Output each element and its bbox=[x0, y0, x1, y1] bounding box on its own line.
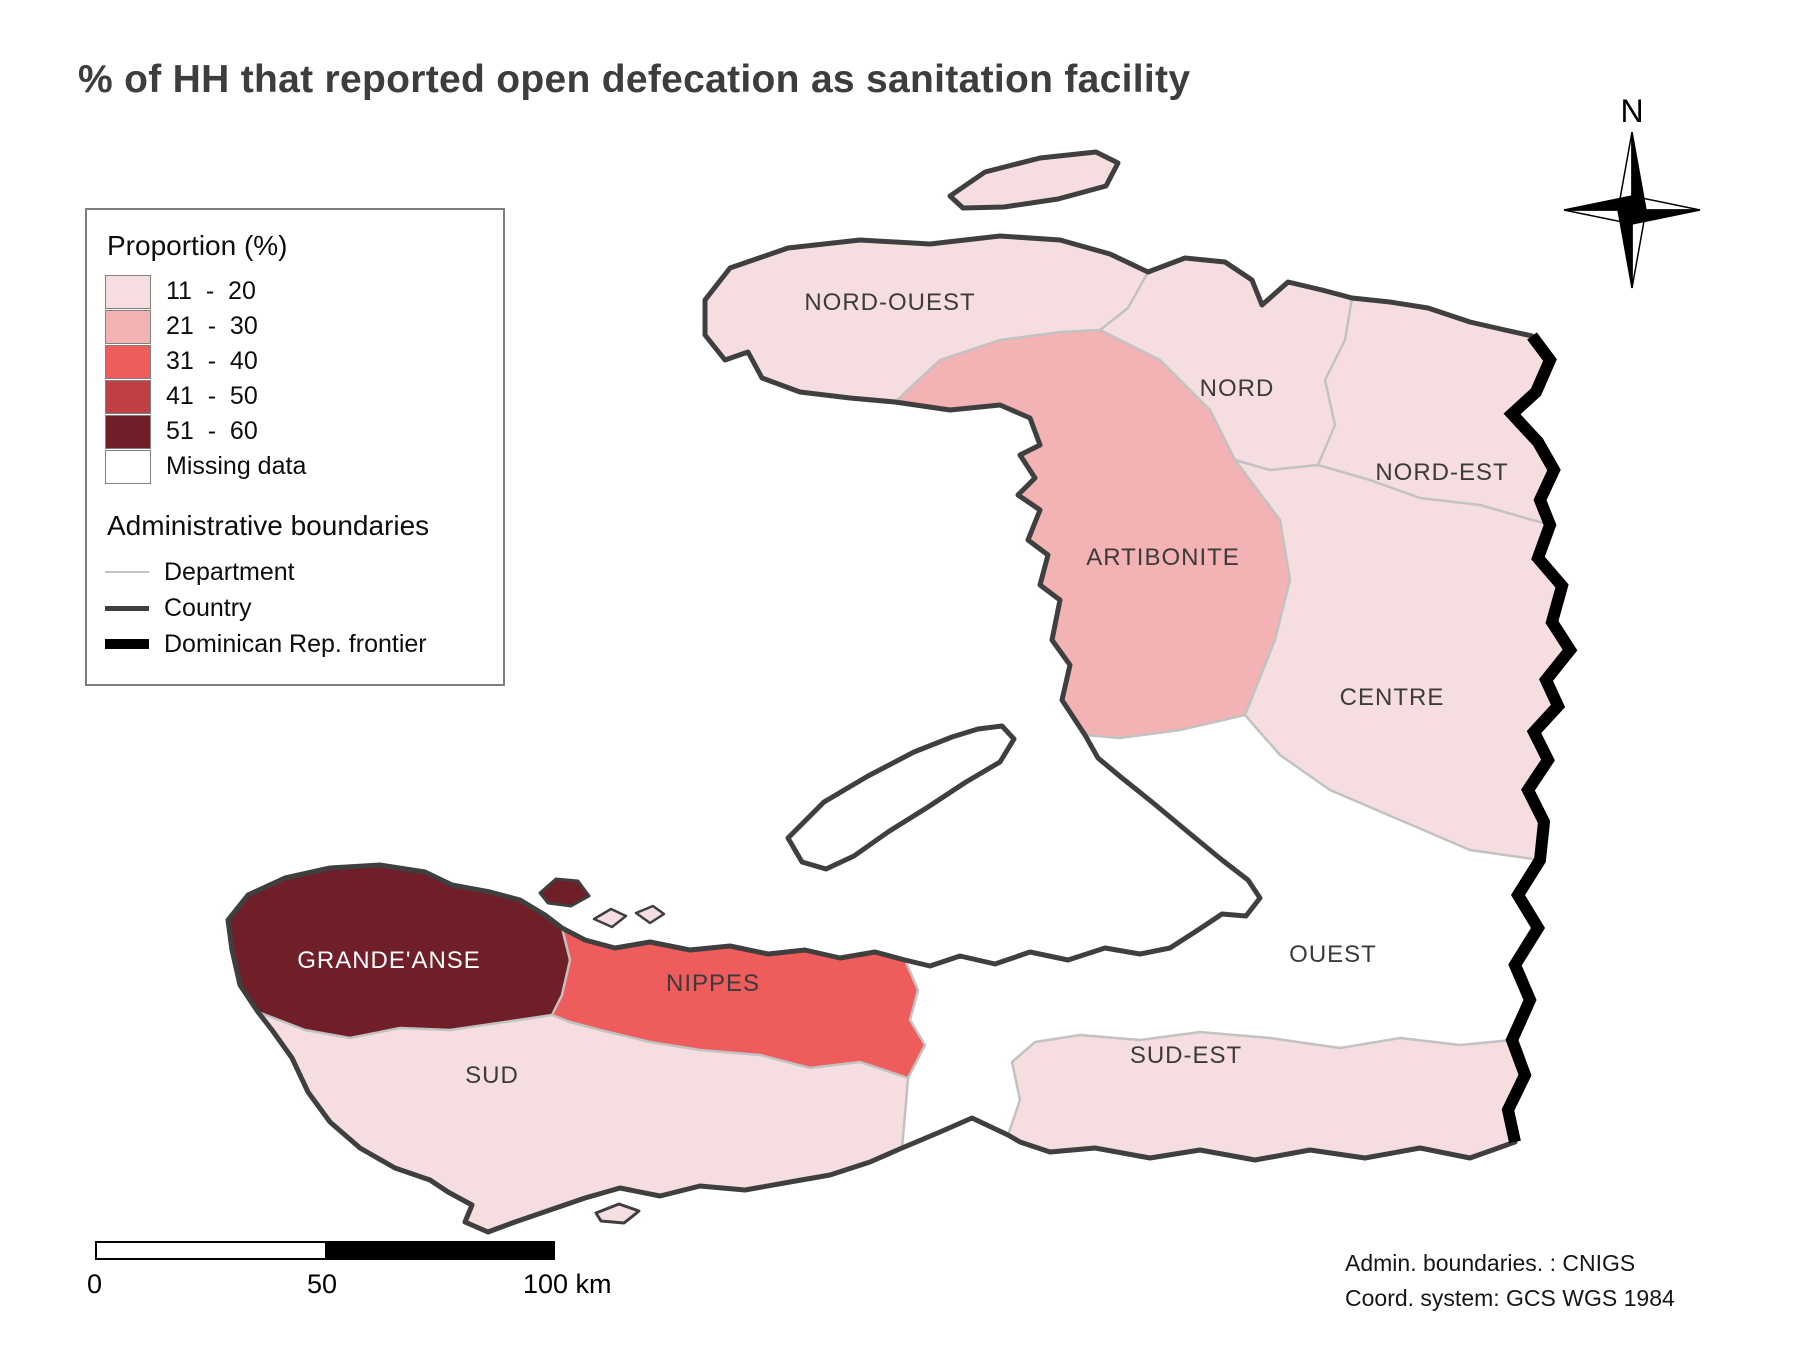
islands bbox=[538, 149, 1121, 1225]
label-artibonite: ARTIBONITE bbox=[1086, 544, 1240, 571]
legend-label-21-30: 21 - 30 bbox=[166, 312, 258, 340]
region-centre bbox=[1235, 460, 1570, 860]
region-grande-anse bbox=[228, 865, 570, 1038]
scale-bar-graphic bbox=[95, 1241, 555, 1260]
scalebar-segment-0-50 bbox=[97, 1243, 325, 1258]
north-arrow: N bbox=[1563, 93, 1701, 289]
scale-bar: 0 50 100 km bbox=[87, 1241, 612, 1299]
credit-coord-system: Coord. system: GCS WGS 1984 bbox=[1345, 1284, 1675, 1311]
boundary-ouest-sudest bbox=[1006, 1030, 1514, 1137]
boundary-nippes-ouest bbox=[903, 958, 927, 1080]
department-boundaries bbox=[256, 270, 1552, 1150]
scalebar-tick-100: 100 km bbox=[523, 1269, 612, 1299]
legend-label-31-40: 31 - 40 bbox=[166, 347, 258, 375]
map-labels: NORD-OUEST NORD NORD-EST ARTIBONITE CENT… bbox=[297, 289, 1508, 1089]
region-nord bbox=[1100, 258, 1352, 470]
map-credits: Admin. boundaries. : CNIGS Coord. system… bbox=[1345, 1246, 1675, 1315]
island-gonave bbox=[785, 723, 1017, 872]
label-nord-ouest: NORD-OUEST bbox=[804, 289, 975, 316]
frontier-line bbox=[1501, 332, 1578, 1144]
legend-label-11-20: 11 - 20 bbox=[166, 277, 256, 305]
legend-swatch-11-20 bbox=[105, 274, 151, 309]
boundary-nordest-centre bbox=[1316, 463, 1552, 527]
label-ouest: OUEST bbox=[1289, 941, 1377, 968]
legend-item-41-50: 41 - 50 bbox=[105, 379, 483, 414]
legend-item-frontier: Dominican Rep. frontier bbox=[105, 626, 483, 662]
boundary-artibonite-centre bbox=[1233, 458, 1292, 717]
island-ile-a-vache bbox=[594, 1202, 641, 1225]
islet-small-1 bbox=[592, 907, 628, 929]
legend-item-11-20: 11 - 20 bbox=[105, 274, 483, 309]
boundary-nord-nordest bbox=[1316, 296, 1354, 467]
boundary-centre-ouest bbox=[1243, 713, 1542, 862]
island-cayemites-dark bbox=[538, 877, 591, 908]
label-centre: CENTRE bbox=[1340, 684, 1445, 711]
legend-label-department: Department bbox=[164, 557, 295, 586]
scalebar-tick-0: 0 bbox=[87, 1269, 103, 1299]
department-line-sample bbox=[105, 571, 149, 573]
map-regions bbox=[228, 236, 1570, 1232]
scalebar-segment-50-100 bbox=[325, 1243, 553, 1258]
legend-swatch-21-30 bbox=[105, 309, 151, 344]
legend-swatch-51-60 bbox=[105, 414, 151, 449]
legend-boundaries-title: Administrative boundaries bbox=[107, 510, 430, 541]
label-nord: NORD bbox=[1200, 375, 1275, 402]
boundary-sud-ouest bbox=[900, 1076, 910, 1150]
islet-small-2 bbox=[634, 904, 666, 925]
boundary-artibonite-ouest bbox=[1083, 713, 1247, 740]
label-sud: SUD bbox=[465, 1062, 519, 1089]
credit-admin-boundaries: Admin. boundaries. : CNIGS bbox=[1345, 1250, 1636, 1276]
country-line-sample bbox=[105, 605, 149, 611]
region-sud bbox=[258, 1012, 908, 1232]
frontier-line-sample bbox=[105, 639, 149, 649]
label-grande-anse: GRANDE'ANSE bbox=[297, 947, 481, 974]
compass-star-icon bbox=[1563, 131, 1701, 289]
legend-swatch-31-40 bbox=[105, 344, 151, 379]
legend-item-missing: Missing data bbox=[105, 449, 483, 484]
region-nord-est bbox=[1318, 298, 1554, 525]
legend-item-21-30: 21 - 30 bbox=[105, 309, 483, 344]
page-title: % of HH that reported open defecation as… bbox=[78, 58, 1191, 101]
boundary-grandeanse-sud bbox=[256, 1010, 554, 1040]
region-artibonite bbox=[895, 330, 1290, 738]
legend-label-missing: Missing data bbox=[166, 452, 307, 480]
north-label: N bbox=[1620, 93, 1643, 129]
boundary-nordouest-artibonite bbox=[893, 328, 1102, 404]
boundary-nord-centre bbox=[1233, 458, 1320, 472]
legend-item-31-40: 31 - 40 bbox=[105, 344, 483, 379]
region-sud-est bbox=[1008, 1032, 1525, 1160]
label-nippes: NIPPES bbox=[666, 970, 760, 997]
legend-swatch-41-50 bbox=[105, 379, 151, 414]
scalebar-tick-50: 50 bbox=[307, 1269, 338, 1299]
legend-label-country: Country bbox=[164, 593, 252, 622]
boundary-nordouest-nord bbox=[1098, 270, 1150, 332]
legend: Proportion (%) 11 - 20 21 - 30 31 - 40 4… bbox=[85, 208, 505, 686]
region-nord-ouest bbox=[705, 236, 1148, 402]
legend-item-department: Department bbox=[105, 554, 483, 590]
label-nord-est: NORD-EST bbox=[1375, 459, 1508, 486]
label-sud-est: SUD-EST bbox=[1130, 1042, 1242, 1069]
island-tortue bbox=[947, 149, 1121, 211]
legend-proportion-title: Proportion (%) bbox=[107, 230, 288, 261]
legend-label-41-50: 41 - 50 bbox=[166, 382, 258, 410]
boundary-nord-artibonite bbox=[1098, 328, 1237, 462]
boundary-grandeanse-nippes bbox=[550, 926, 572, 1017]
legend-label-51-60: 51 - 60 bbox=[166, 417, 258, 445]
legend-item-51-60: 51 - 60 bbox=[105, 414, 483, 449]
legend-label-frontier: Dominican Rep. frontier bbox=[164, 629, 427, 658]
legend-swatch-missing bbox=[105, 449, 151, 484]
region-ouest bbox=[902, 715, 1540, 1148]
boundary-nippes-sud bbox=[550, 1013, 910, 1080]
legend-item-country: Country bbox=[105, 590, 483, 626]
